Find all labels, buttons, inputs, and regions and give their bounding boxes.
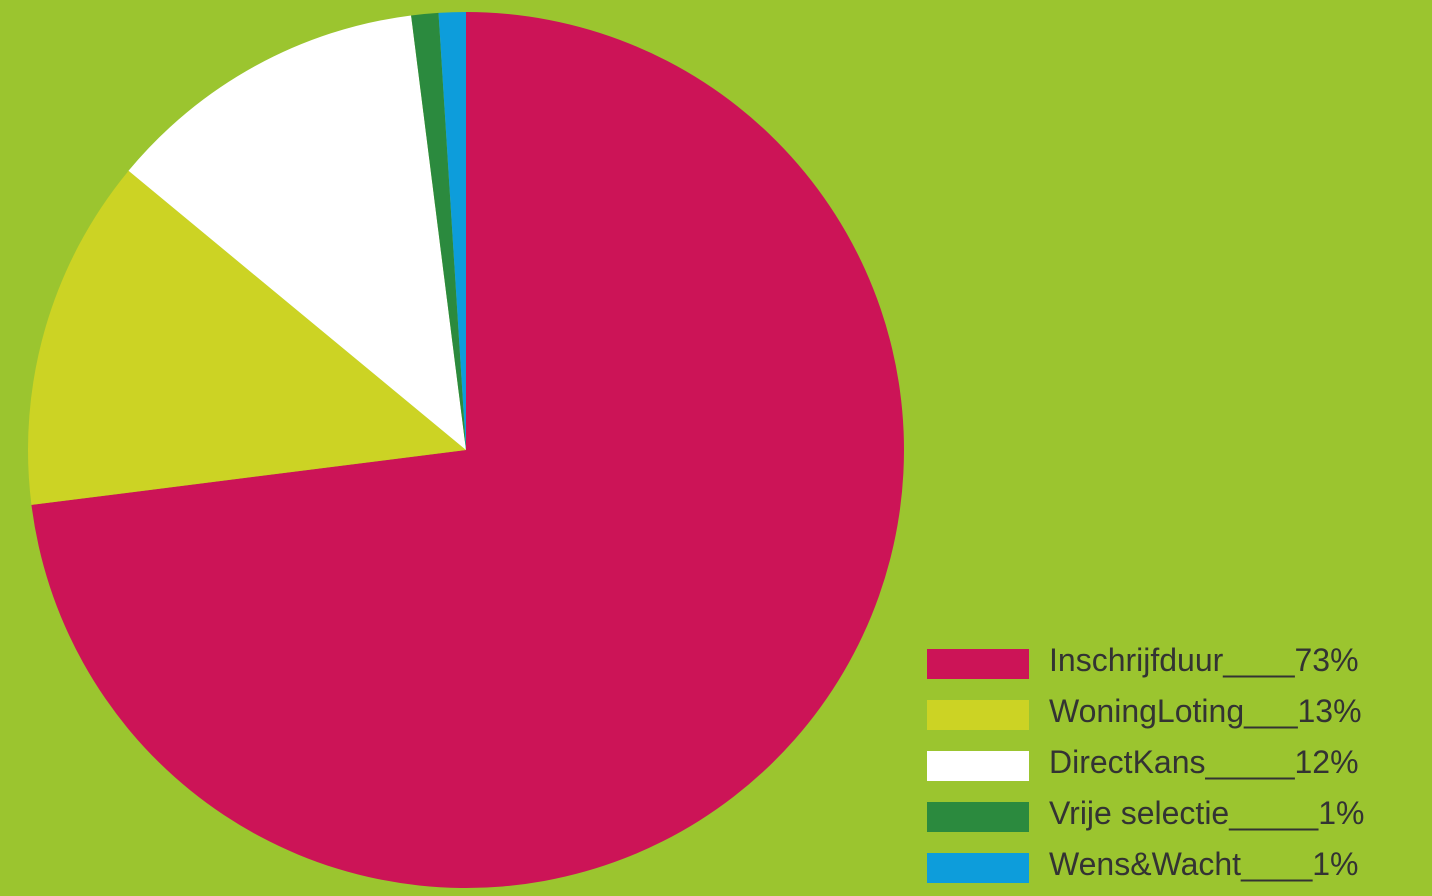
legend-item-woningloting: WoningLoting___13% bbox=[927, 684, 1407, 735]
legend-swatch bbox=[927, 853, 1029, 883]
legend-swatch bbox=[927, 751, 1029, 781]
legend-swatch bbox=[927, 649, 1029, 679]
pie-slice-wens-wacht bbox=[438, 11, 466, 450]
legend-label: Wens&Wacht____1% bbox=[1049, 846, 1359, 882]
legend-item-vrije-selectie: Vrije selectie_____1% bbox=[927, 786, 1407, 837]
pie-slice-directkans bbox=[128, 15, 466, 450]
legend-swatch bbox=[927, 700, 1029, 730]
legend-item-inschrijfduur: Inschrijfduur____73% bbox=[927, 633, 1407, 684]
legend: Inschrijfduur____73% WoningLoting___13% … bbox=[927, 633, 1407, 888]
pie-slice-vrije-selectie bbox=[411, 12, 466, 451]
legend-item-wens-wacht: Wens&Wacht____1% bbox=[927, 837, 1407, 888]
legend-label: WoningLoting___13% bbox=[1049, 693, 1362, 729]
legend-label: DirectKans_____12% bbox=[1049, 744, 1359, 780]
legend-item-directkans: DirectKans_____12% bbox=[927, 735, 1407, 786]
pie-slice-inschrijfduur bbox=[31, 12, 904, 889]
legend-swatch bbox=[927, 802, 1029, 832]
legend-label: Vrije selectie_____1% bbox=[1049, 795, 1365, 831]
pie-slice-woningloting bbox=[27, 170, 466, 505]
legend-label: Inschrijfduur____73% bbox=[1049, 642, 1359, 678]
